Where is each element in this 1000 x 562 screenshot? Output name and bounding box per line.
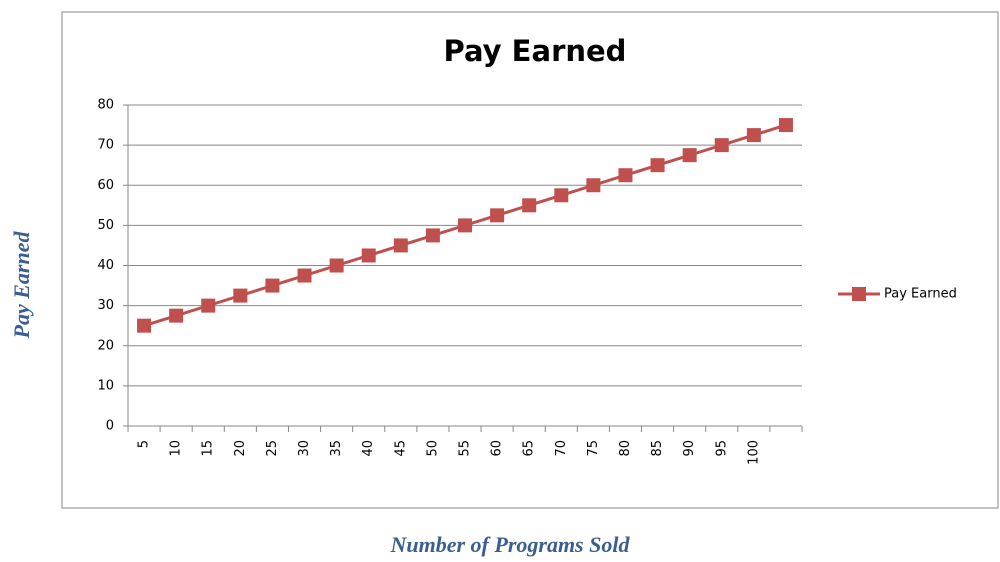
marker bbox=[778, 118, 793, 133]
marker bbox=[746, 128, 761, 143]
marker bbox=[682, 148, 697, 163]
marker bbox=[393, 238, 408, 253]
marker bbox=[554, 188, 569, 203]
y-tick-label: 60 bbox=[97, 178, 114, 193]
x-tick-label: 65 bbox=[522, 440, 537, 457]
marker bbox=[425, 228, 440, 243]
marker bbox=[490, 208, 505, 223]
y-tick-label: 70 bbox=[97, 138, 114, 153]
x-axis-label: Number of Programs Sold bbox=[390, 532, 631, 557]
x-tick-label: 15 bbox=[201, 440, 216, 457]
marker bbox=[297, 268, 312, 283]
marker bbox=[329, 258, 344, 273]
x-tick-label: 55 bbox=[458, 440, 473, 457]
y-tick-label: 0 bbox=[106, 419, 114, 434]
marker bbox=[522, 198, 537, 213]
marker bbox=[137, 318, 152, 333]
x-tick-label: 100 bbox=[746, 440, 761, 465]
x-tick-label: 70 bbox=[554, 440, 569, 457]
marker bbox=[265, 278, 280, 293]
x-tick-label: 50 bbox=[425, 440, 440, 457]
marker bbox=[201, 298, 216, 313]
y-tick-label: 30 bbox=[97, 298, 114, 313]
marker bbox=[169, 308, 184, 323]
marker bbox=[650, 158, 665, 173]
x-tick-label: 20 bbox=[233, 440, 248, 457]
legend-marker bbox=[852, 287, 866, 301]
x-tick-label: 75 bbox=[586, 440, 601, 457]
legend-label: Pay Earned bbox=[884, 287, 957, 302]
marker bbox=[233, 288, 248, 303]
x-tick-label: 80 bbox=[618, 440, 633, 457]
x-tick-label: 10 bbox=[169, 440, 184, 457]
marker bbox=[361, 248, 376, 263]
x-tick-label: 30 bbox=[297, 440, 312, 457]
y-axis-label: Pay Earned bbox=[9, 231, 34, 340]
y-tick-label: 50 bbox=[97, 218, 114, 233]
x-tick-label: 95 bbox=[714, 440, 729, 457]
y-tick-label: 80 bbox=[97, 98, 114, 113]
x-tick-label: 40 bbox=[361, 440, 376, 457]
marker bbox=[458, 218, 472, 233]
chart-frame bbox=[61, 11, 999, 509]
x-tick-label: 60 bbox=[490, 440, 505, 457]
x-tick-label: 90 bbox=[682, 440, 697, 457]
y-tick-label: 40 bbox=[97, 258, 114, 273]
x-tick-label: 25 bbox=[265, 440, 280, 457]
y-tick-label: 20 bbox=[97, 338, 114, 353]
marker bbox=[586, 178, 601, 193]
x-tick-label: 45 bbox=[393, 440, 408, 457]
chart-title: Pay Earned bbox=[444, 34, 627, 68]
x-tick-label: 5 bbox=[137, 440, 152, 448]
marker bbox=[714, 138, 729, 153]
marker bbox=[618, 168, 633, 183]
x-tick-label: 85 bbox=[650, 440, 665, 457]
y-tick-label: 10 bbox=[97, 378, 114, 393]
x-tick-label: 35 bbox=[329, 440, 344, 457]
